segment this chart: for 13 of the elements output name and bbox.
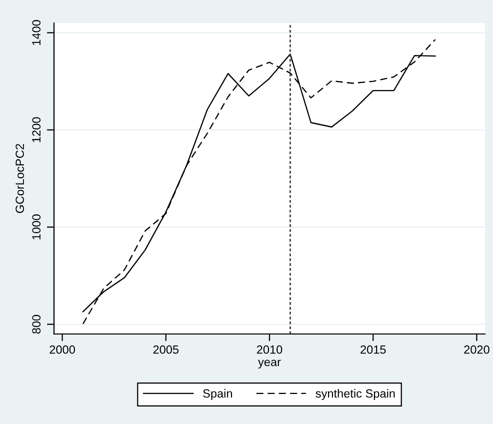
legend-label: synthetic Spain [316,388,395,400]
y-tick-label: 1400 [32,20,41,45]
y-tick-label: 1200 [32,117,41,142]
y-tick-label: 800 [32,314,41,334]
x-tick-label: 2020 [464,345,490,354]
x-tick-label: 2005 [153,345,179,354]
x-axis-title: year [258,360,281,369]
legend-label: Spain [203,388,232,400]
x-tick-label: 2015 [360,345,386,354]
x-tick-label: 2010 [256,345,282,354]
x-tick-label: 2000 [50,345,75,354]
y-axis-title: GCorLocPC2 [16,144,24,214]
y-tick-label: 1000 [32,214,41,240]
